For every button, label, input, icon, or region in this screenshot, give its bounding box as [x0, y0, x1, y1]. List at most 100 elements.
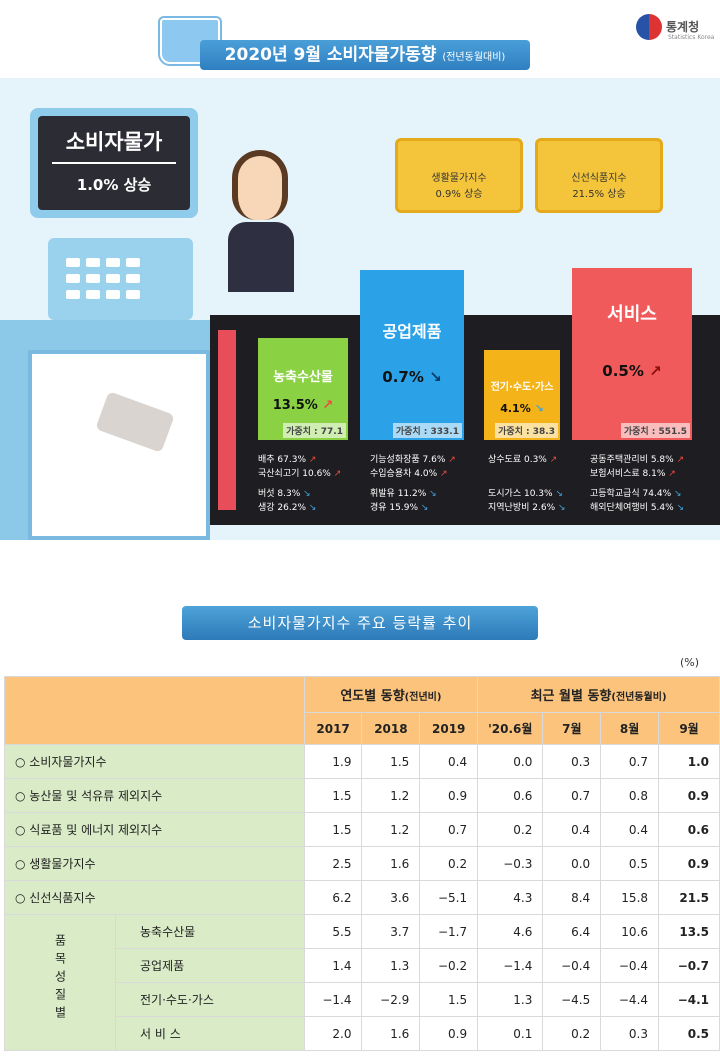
- table-cell: 0.5: [600, 846, 660, 881]
- item: 수입승용차 4.0% ↗: [370, 469, 448, 479]
- table-cell: −0.4: [542, 948, 602, 983]
- table-cell: 1.5: [303, 778, 363, 813]
- table-cell: 0.1: [477, 1016, 544, 1051]
- row-label: 서 비 스: [115, 1016, 305, 1051]
- table-cell: 0.0: [542, 846, 602, 881]
- table-cell: −1.7: [419, 914, 479, 949]
- table-cell: 5.5: [303, 914, 363, 949]
- living-basket: 생활물가지수 0.9% 상승: [395, 138, 523, 213]
- table-cell: 1.0: [658, 744, 720, 779]
- table-row: 공업제품 1.4 1.3 −0.2 −1.4 −0.4 −0.4 −0.7: [5, 948, 720, 983]
- group-label: 품목성질별: [4, 914, 116, 1051]
- table-cell: 0.9: [419, 778, 479, 813]
- category-name: 농축수산물: [273, 370, 333, 385]
- category-weight: 가중치 : 38.3: [495, 423, 558, 438]
- table-cell: 10.6: [600, 914, 660, 949]
- row-label: ○ 신선식품지수: [4, 880, 305, 915]
- basket-label: 생활물가지수: [431, 173, 487, 184]
- table-cell: 6.4: [542, 914, 602, 949]
- monitor-value: 1.0% 상승: [76, 176, 152, 194]
- col-header: 2019: [419, 712, 479, 745]
- table-cell: −4.4: [600, 982, 660, 1017]
- table-row: 전기·수도·가스 −1.4 −2.9 1.5 1.3 −4.5 −4.4 −4.1: [5, 982, 720, 1017]
- basket-label: 신선식품지수: [571, 173, 627, 184]
- category-weight: 가중치 : 77.1: [283, 423, 346, 438]
- table-row: ○ 소비자물가지수 1.9 1.5 0.4 0.0 0.3 0.7 1.0: [4, 744, 720, 779]
- table-cell: 4.3: [477, 880, 544, 915]
- item: 고등학교급식 74.4% ↘: [590, 489, 682, 499]
- table-row: 품목성질별 농축수산물 5.5 3.7 −1.7 4.6 6.4 10.6 13.5: [4, 914, 720, 1051]
- table-cell: 3.6: [361, 880, 421, 915]
- table-cell: 0.4: [600, 812, 660, 847]
- register-drawer: [28, 350, 210, 540]
- table-cell: 21.5: [658, 880, 720, 915]
- table-cell: 0.5: [658, 1016, 720, 1051]
- table-cell: −4.1: [658, 982, 720, 1017]
- table-row: ○ 신선식품지수 6.2 3.6 −5.1 4.3 8.4 15.8 21.5: [4, 880, 720, 915]
- table-cell: 15.8: [600, 880, 660, 915]
- category-value: 13.5% ↗: [272, 398, 334, 413]
- table-row: ○ 농산물 및 석유류 제외지수 1.5 1.2 0.9 0.6 0.7 0.8 0.9: [4, 778, 720, 813]
- row-label: ○ 식료품 및 에너지 제외지수: [4, 812, 305, 847]
- item: 해외단체여행비 5.4% ↘: [590, 503, 685, 513]
- table-cell: 1.5: [419, 982, 479, 1017]
- monitor-title: 소비자물가: [65, 130, 163, 154]
- item: 기능성화장품 7.6% ↗: [370, 455, 456, 465]
- table-cell: 0.2: [477, 812, 544, 847]
- row-label: 농축수산물: [115, 914, 305, 949]
- table-cell: 0.7: [419, 812, 479, 847]
- item: 도시가스 10.3% ↘: [488, 489, 563, 499]
- category-name: 전기·수도·가스: [490, 382, 554, 393]
- category-name: 서비스: [607, 304, 657, 325]
- category-weight: 가중치 : 551.5: [620, 423, 690, 438]
- category-industrial: 공업제품 0.7% ↘ 가중치 : 333.1: [360, 270, 464, 440]
- table-cell: 0.7: [600, 744, 660, 779]
- table-cell: 2.5: [303, 846, 363, 881]
- table-cell: 0.4: [542, 812, 602, 847]
- table-cell: 1.4: [303, 948, 363, 983]
- table-row: ○ 생활물가지수 2.5 1.6 0.2 −0.3 0.0 0.5 0.9: [4, 846, 720, 881]
- cashier-head: [232, 150, 288, 220]
- table-cell: −0.2: [419, 948, 479, 983]
- table-cell: 3.7: [361, 914, 421, 949]
- monthly-header: 최근 월별 동향(전년동월비): [477, 676, 720, 713]
- category-value: 0.5% ↗: [602, 362, 662, 380]
- logo-subtext: Statistics Korea: [668, 34, 715, 41]
- arrow-down-icon: ↘: [534, 402, 544, 415]
- table-cell: 0.3: [600, 1016, 660, 1051]
- col-header: 8월: [600, 712, 660, 745]
- table-cell: −0.7: [658, 948, 720, 983]
- table-row: ○ 식료품 및 에너지 제외지수 1.5 1.2 0.7 0.2 0.4 0.4 0.6: [4, 812, 720, 847]
- cash-register: [48, 238, 193, 320]
- section-title: 소비자물가지수 주요 등락률 추이: [182, 606, 538, 640]
- unit-label: (%): [680, 656, 700, 669]
- table-cell: 0.3: [542, 744, 602, 779]
- annual-header: 연도별 동향(전년비): [303, 676, 479, 713]
- table-cell: 1.6: [361, 1016, 421, 1051]
- item: 국산쇠고기 10.6% ↗: [258, 469, 342, 479]
- monitor-divider: [52, 162, 176, 164]
- row-label: 공업제품: [115, 948, 305, 983]
- table-cell: 1.3: [361, 948, 421, 983]
- table-cell: 0.2: [419, 846, 479, 881]
- category-name: 공업제품: [382, 322, 442, 341]
- category-value: 0.7% ↘: [382, 368, 442, 386]
- table-cell: 1.2: [361, 778, 421, 813]
- cpi-table: 연도별 동향(전년비) 최근 월별 동향(전년동월비) 2017 2018 20…: [4, 676, 720, 1051]
- table-cell: 0.9: [419, 1016, 479, 1051]
- item: 상수도료 0.3% ↗: [488, 455, 558, 465]
- row-label: 전기·수도·가스: [115, 982, 305, 1017]
- table-cell: 6.2: [303, 880, 363, 915]
- item: 지역난방비 2.6% ↘: [488, 503, 566, 513]
- table-cell: 1.3: [477, 982, 544, 1017]
- table-cell: 0.0: [477, 744, 544, 779]
- table-cell: 0.8: [600, 778, 660, 813]
- basket-value: 21.5% 상승: [572, 189, 626, 200]
- col-header: 9월: [658, 712, 720, 745]
- row-label: ○ 농산물 및 석유류 제외지수: [4, 778, 305, 813]
- table-cell: −2.9: [361, 982, 421, 1017]
- col-header: 2018: [361, 712, 421, 745]
- fresh-food-basket: 신선식품지수 21.5% 상승: [535, 138, 663, 213]
- table-cell: 0.6: [477, 778, 544, 813]
- item: 버섯 8.3% ↘: [258, 489, 311, 499]
